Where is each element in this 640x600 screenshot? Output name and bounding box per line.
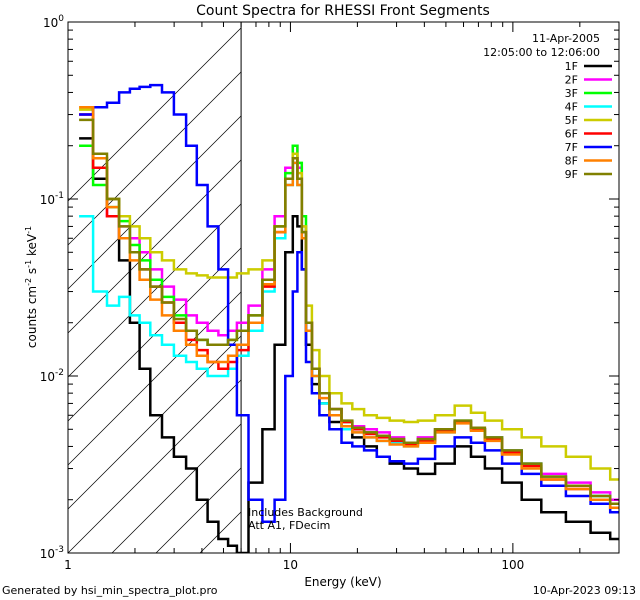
legend-label-5F: 5F (565, 114, 578, 127)
hatch-line (68, 115, 242, 290)
y-tick-label: 10-2 (40, 368, 64, 384)
hatch-line (68, 379, 242, 553)
legend-label-6F: 6F (565, 128, 578, 141)
hatch-line (288, 22, 640, 553)
legend-label-2F: 2F (565, 74, 578, 87)
legend-label-7F: 7F (565, 141, 578, 154)
footer-timestamp: 10-Apr-2023 09:13 (532, 584, 636, 597)
series-7F-line (79, 83, 619, 524)
legend-label-9F: 9F (565, 168, 578, 181)
footer-generated-by: Generated by hsi_min_spectra_plot.pro (2, 584, 218, 597)
x-tick-label: 10 (283, 558, 298, 572)
chart-title: Count Spectra for RHESSI Front Segments (196, 3, 490, 19)
series-layer (79, 83, 619, 553)
series-8F-line (79, 105, 619, 510)
hatch-line (596, 22, 640, 553)
hatch-line (68, 335, 242, 510)
y-axis-title-part: keV (25, 233, 39, 260)
y-axis-title-part: -1 (24, 226, 33, 234)
y-axis-title-part: counts cm (25, 286, 39, 348)
x-tick-label: 1 (64, 558, 72, 572)
y-tick-label: 100 (43, 14, 64, 30)
legend-label-4F: 4F (565, 101, 578, 114)
hatch-line (68, 71, 242, 246)
y-axis-title: counts cm-2 s-1 keV-1 (24, 226, 39, 348)
axis-tick-labels: 1 10 100 100 10-1 10-2 10-3 (40, 14, 525, 572)
series-9F-line (79, 118, 619, 505)
y-tick-label: 10-1 (40, 191, 64, 207)
legend-label-1F: 1F (565, 60, 578, 73)
axis-ticks (67, 22, 620, 554)
annotation-note: Includes Background (248, 506, 363, 519)
hatch-line (68, 27, 242, 202)
x-axis-title: Energy (keV) (304, 575, 381, 589)
plot-frame (67, 21, 620, 554)
x-tick-label: 100 (501, 558, 524, 572)
hatch-line (244, 22, 640, 553)
hatch-line (376, 22, 640, 553)
hatch-line (332, 22, 640, 553)
y-tick-label: 10-3 (40, 545, 64, 561)
y-axis-title-part: s (25, 268, 39, 278)
series-4F-line (79, 161, 619, 505)
hatch-line (68, 159, 242, 334)
hatch-line (111, 423, 242, 553)
legend-label-8F: 8F (565, 155, 578, 168)
annotation-time-range: 12:05:00 to 12:06:00 (483, 46, 600, 59)
legend-label-3F: 3F (565, 87, 578, 100)
hatch-line (68, 247, 242, 422)
y-axis-title-part: -1 (24, 260, 33, 268)
annotation-note: Att A1, FDecim (248, 519, 330, 532)
annotation-date: 11-Apr-2005 (532, 32, 600, 45)
y-axis-title-part: -2 (24, 278, 33, 286)
series-3F-line (79, 144, 619, 505)
